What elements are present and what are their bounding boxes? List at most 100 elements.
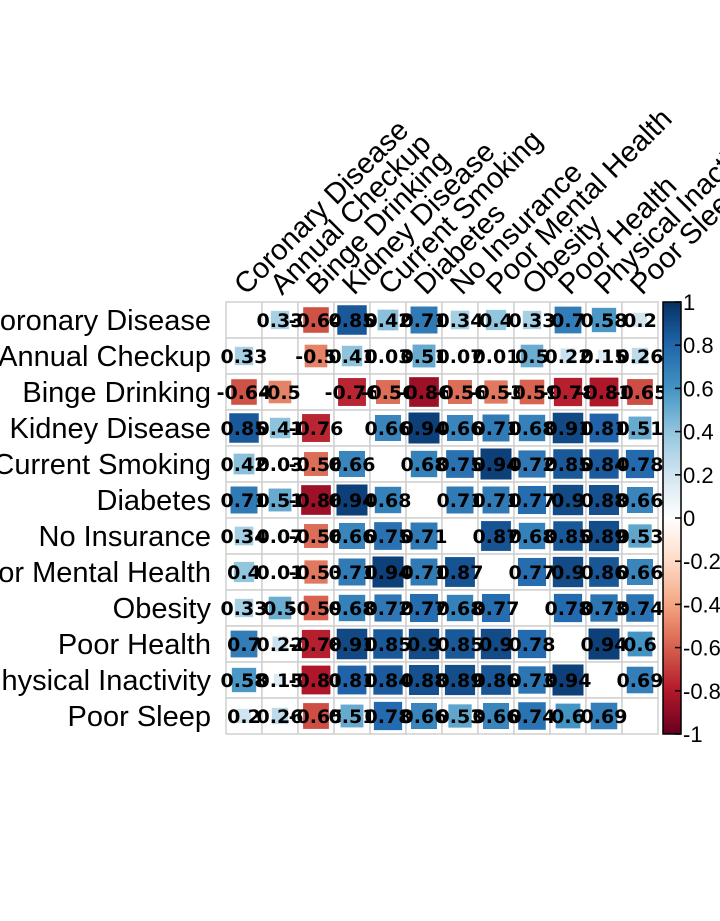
row-label: Diabetes [97, 485, 211, 517]
correlation-square [303, 595, 329, 621]
correlation-value-label: -0.56 [289, 454, 344, 476]
correlation-square [234, 346, 254, 366]
row-labels: Coronary Disease Annual Checkup Binge Drin… [0, 305, 211, 733]
correlation-square [485, 309, 507, 331]
correlation-value-label: 0.22 [545, 346, 592, 368]
colorbar-tick-label: -0.2 [683, 549, 720, 574]
correlation-square [410, 522, 438, 550]
correlation-value-label: 0.07 [437, 346, 484, 368]
correlation-value-label: 0.87 [473, 526, 520, 548]
correlation-value-label: 0.66 [365, 418, 412, 440]
correlation-square [338, 594, 366, 622]
correlation-value-label: 0.71 [437, 490, 484, 512]
correlation-square [553, 377, 583, 407]
correlation-value-label: 0.5 [515, 346, 549, 368]
correlation-square [230, 630, 258, 658]
correlation-square [408, 412, 440, 444]
correlation-value-label: 0.71 [473, 490, 520, 512]
correlation-square [338, 558, 366, 586]
correlation-value-label: 0.84 [581, 454, 628, 476]
correlation-value-label: 0.72 [509, 454, 556, 476]
correlation-square [626, 666, 654, 694]
correlation-square [231, 379, 257, 405]
correlation-value-label: 0.71 [221, 490, 268, 512]
correlation-square [304, 452, 328, 476]
correlation-square [303, 307, 329, 333]
correlation-square [517, 557, 547, 587]
correlation-square [589, 377, 619, 407]
correlation-value-label: 0.68 [509, 526, 556, 548]
correlation-value-label: 0.85 [221, 418, 268, 440]
correlation-square [482, 414, 510, 442]
correlation-square [480, 628, 512, 660]
correlation-value-label: 0.94 [581, 634, 628, 656]
correlation-value-label: 0.2 [623, 310, 657, 332]
correlation-square [554, 306, 582, 334]
correlation-value-label: 0.66 [437, 418, 484, 440]
correlation-value-label: 0.91 [545, 418, 592, 440]
correlation-square [450, 310, 470, 330]
correlation-square [270, 310, 290, 330]
correlation-value-label: 0.7 [551, 310, 585, 332]
correlation-value-label: -0.64 [217, 382, 272, 404]
correlation-square [409, 377, 439, 407]
row-label: Obesity [113, 593, 212, 625]
correlation-square [626, 594, 654, 622]
correlation-value-label: 0.78 [365, 706, 412, 728]
colorbar-gradient [663, 302, 681, 734]
correlation-square [552, 484, 584, 516]
correlation-value-label: 0.94 [545, 670, 592, 692]
correlation-square [455, 351, 465, 361]
correlation-square [518, 522, 546, 550]
correlation-value-label: -0.65 [289, 706, 344, 728]
correlation-square [408, 628, 440, 660]
correlation-value-label: -0.86 [289, 490, 344, 512]
correlation-square [445, 629, 475, 659]
correlation-square [271, 707, 289, 725]
colorbar-tick-label: 1 [683, 290, 695, 315]
correlation-square [340, 704, 364, 728]
row-label: Kidney Disease [10, 413, 212, 445]
row-label: Poor Mental Health [0, 557, 211, 589]
correlation-square [230, 486, 258, 514]
correlation-value-label: 0.77 [401, 598, 448, 620]
correlation-square [494, 354, 498, 358]
correlation-value-label: 0.33 [257, 310, 304, 332]
correlation-value-label: 0.94 [401, 418, 448, 440]
heatmap-cell [585, 661, 623, 699]
correlation-value-label: 0.9 [407, 634, 441, 656]
correlation-square [375, 415, 401, 441]
correlation-square [553, 593, 583, 623]
correlation-square [552, 556, 584, 588]
correlation-value-label: 0.85 [329, 310, 376, 332]
row-label: Annual Checkup [0, 341, 211, 373]
correlation-value-label: 0.72 [365, 598, 412, 620]
correlation-value-label: 0.68 [329, 598, 376, 620]
correlation-value-label: 0.41 [329, 346, 376, 368]
correlation-value-label: 0.74 [617, 598, 664, 620]
correlation-value-label: 0.51 [617, 418, 664, 440]
correlation-value-label: -0.56 [289, 526, 344, 548]
correlation-square [627, 487, 653, 513]
correlation-square [447, 415, 473, 441]
correlation-square [373, 701, 403, 731]
correlation-value-label: 0.86 [581, 562, 628, 584]
correlation-square [483, 703, 509, 729]
correlation-square [517, 629, 547, 659]
correlation-square [233, 561, 255, 583]
correlation-value-label: 0.71 [329, 562, 376, 584]
correlation-value-label: 0.07 [257, 526, 304, 548]
correlation-value-label: 0.74 [509, 706, 556, 728]
correlation-value-label: 0.9 [551, 562, 585, 584]
correlation-value-label: 0.03 [365, 346, 412, 368]
correlation-value-label: -0.78 [541, 382, 596, 404]
colorbar-tick-label: -1 [683, 722, 703, 747]
heatmap-cell [441, 517, 479, 555]
correlation-square [560, 348, 576, 364]
heatmap-cell [405, 481, 443, 519]
correlation-value-label: 0.34 [437, 310, 484, 332]
correlation-value-label: 0.77 [509, 562, 556, 584]
correlation-value-label: 0.85 [437, 634, 484, 656]
correlation-square [597, 349, 611, 363]
correlation-value-label: 0.78 [545, 598, 592, 620]
